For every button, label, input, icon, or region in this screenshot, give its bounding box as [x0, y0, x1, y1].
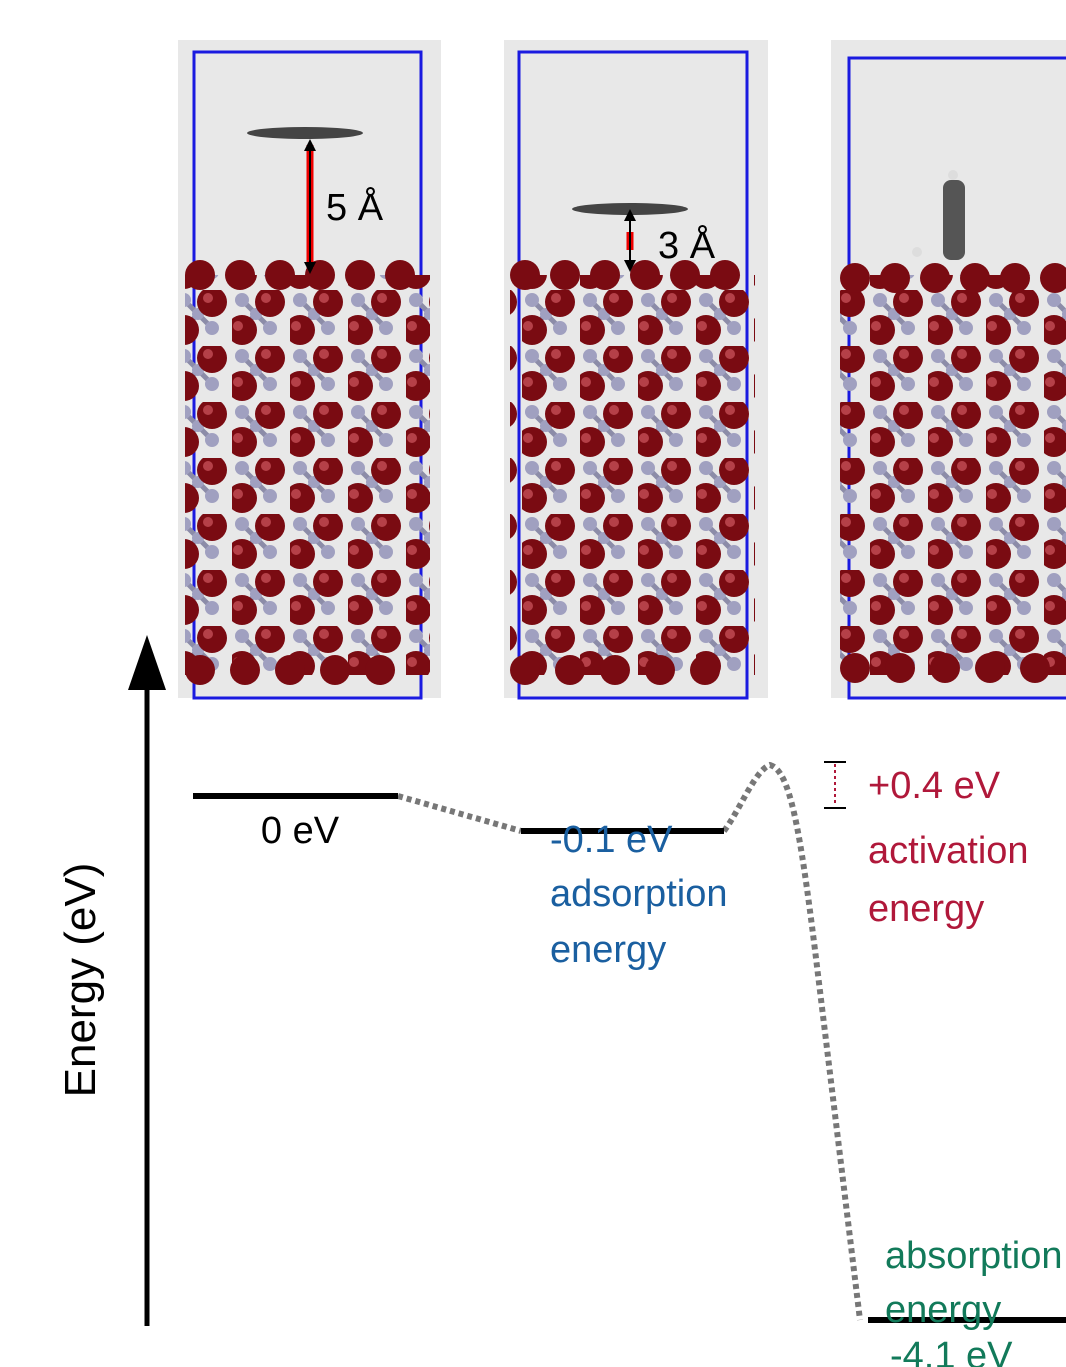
axis-arrowhead	[128, 635, 166, 690]
energy-label: +0.4 eV	[868, 765, 1001, 807]
page: {"panels": {"distance_1": "5 Å", "distan…	[0, 0, 1066, 1367]
energy-label: -4.1 eV	[890, 1335, 1013, 1367]
diagram: 5 Å 3 Å Energy (eV) 0 eV -0.1 eV adsorpt…	[0, 0, 1066, 1367]
barrier-bracket	[824, 762, 846, 808]
level-description: absorption	[885, 1235, 1062, 1277]
level-description: adsorption	[550, 873, 727, 915]
structure-panel: 3 Å	[504, 40, 768, 698]
level-description: energy	[885, 1289, 1001, 1331]
energy-label: -0.1 eV	[550, 819, 673, 861]
structure-panel: 5 Å	[178, 40, 441, 698]
level-description: energy	[550, 929, 666, 971]
level-description: energy	[868, 888, 984, 930]
structure-panel	[831, 40, 1066, 698]
energy-label: 0 eV	[261, 810, 340, 852]
distance-label: 5 Å	[326, 185, 384, 229]
distance-label: 3 Å	[658, 223, 716, 267]
axis-label: Energy (eV)	[56, 863, 105, 1098]
level-description: activation	[868, 830, 1029, 872]
